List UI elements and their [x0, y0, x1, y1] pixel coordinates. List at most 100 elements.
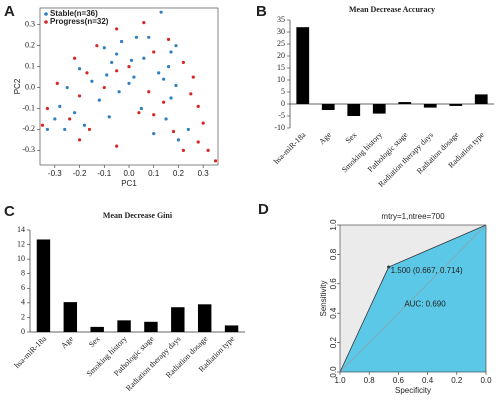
panel-0: A -0.3 -0.2 -0.1 0.0 0.1 0.2 0.3 -0.3 -0.2 -0.1 0.0… [4, 3, 219, 188]
y-axis-label: PC2 [13, 78, 22, 94]
point [68, 117, 72, 121]
point [107, 115, 111, 119]
plot-frame [339, 224, 487, 373]
point [73, 56, 77, 60]
x-tick-label: 1.0 [334, 376, 346, 385]
point [117, 90, 121, 94]
x-tick-label: 0.3 [198, 169, 210, 178]
point [102, 85, 106, 90]
threshold-point [387, 265, 391, 269]
panel-1: B Mean Decrease Accuracy -10 -5 0 5 10 15 20 25 30… [256, 3, 494, 189]
x-tick-label: 0.0 [123, 169, 135, 178]
y-axis-label: Sensitivity [319, 280, 328, 316]
point [139, 106, 143, 111]
point [132, 75, 136, 79]
point [174, 83, 178, 88]
x-tick-label: 0.0 [480, 376, 492, 385]
y-tick-label: 15 [277, 63, 285, 72]
legend-label: Progress(n=32) [50, 17, 109, 26]
x-tick-label: 0.1 [148, 169, 160, 178]
point [147, 35, 151, 39]
y-tick-label: 1.0 [329, 219, 338, 231]
point [166, 37, 171, 42]
point [169, 50, 173, 54]
y-tick-label: 0.2 [329, 336, 338, 348]
bar [117, 320, 131, 332]
y-tick-label: 0 [281, 99, 285, 108]
x-tick-label: 0.4 [422, 376, 434, 385]
x-axis-label: Specificity [395, 386, 431, 395]
point [174, 44, 178, 48]
x-tick-label: -0.1 [97, 169, 111, 178]
point [181, 60, 185, 65]
diagonal [339, 224, 487, 373]
y-tick-label: -10 [274, 123, 285, 132]
bar [90, 326, 104, 332]
x-tick-label: 0.6 [393, 376, 405, 385]
point [73, 111, 77, 115]
bar [171, 307, 185, 332]
y-tick-label: 4 [21, 298, 25, 307]
bar [224, 325, 239, 332]
point [129, 58, 134, 62]
point [115, 52, 119, 56]
y-tick-label: -0.3 [22, 145, 35, 154]
point [87, 127, 92, 132]
y-tick-label: 8 [21, 269, 25, 278]
y-tick-label: 0 [21, 327, 25, 336]
point [115, 144, 119, 148]
x-tick-label: hsa-miR-18a [13, 334, 49, 370]
bar [63, 302, 78, 332]
point [166, 65, 171, 69]
point [196, 104, 200, 108]
point [191, 75, 195, 79]
chart-title: mtry=1,ntree=700 [381, 212, 445, 221]
y-tick-label: 0.4 [329, 307, 338, 319]
bar [321, 104, 335, 110]
bar [197, 304, 212, 332]
y-tick-label: -5 [278, 111, 285, 120]
point [162, 77, 166, 81]
point [181, 148, 185, 152]
point [147, 90, 151, 94]
point [171, 129, 176, 134]
point [134, 35, 139, 39]
y-tick-label: -0.1 [22, 103, 35, 112]
point [105, 73, 109, 77]
legend-swatch [44, 12, 48, 16]
y-tick-label: 0.8 [329, 248, 338, 260]
point [127, 65, 131, 69]
x-tick-label: 0.2 [173, 169, 185, 178]
y-tick-label: 25 [277, 39, 285, 48]
point [164, 117, 168, 121]
point [95, 44, 99, 48]
panel-label: B [256, 3, 267, 20]
y-tick-label: 30 [277, 27, 285, 36]
y-tick-label: 10 [17, 254, 25, 263]
plot-frame [39, 7, 219, 166]
bar [36, 239, 51, 332]
bar [372, 104, 386, 114]
point [169, 96, 173, 100]
point [55, 81, 59, 85]
point [65, 85, 69, 90]
point [157, 71, 161, 75]
panel-label: C [4, 203, 15, 220]
point [90, 79, 94, 83]
point [82, 123, 87, 127]
y-tick-label: 2 [21, 312, 25, 321]
point [152, 113, 156, 117]
bar [347, 104, 361, 116]
y-tick-label: 0.0 [25, 82, 35, 91]
x-tick-label: Age [317, 130, 333, 146]
y-tick-label: -0.2 [22, 124, 35, 133]
legend-label: Stable(n=36) [50, 9, 98, 18]
point [45, 106, 50, 111]
bar [423, 104, 437, 108]
y-tick-label: 35 [277, 15, 285, 24]
y-tick-label: 6 [21, 283, 25, 292]
point [115, 27, 119, 31]
panel-label: D [258, 201, 269, 218]
point [115, 69, 119, 73]
